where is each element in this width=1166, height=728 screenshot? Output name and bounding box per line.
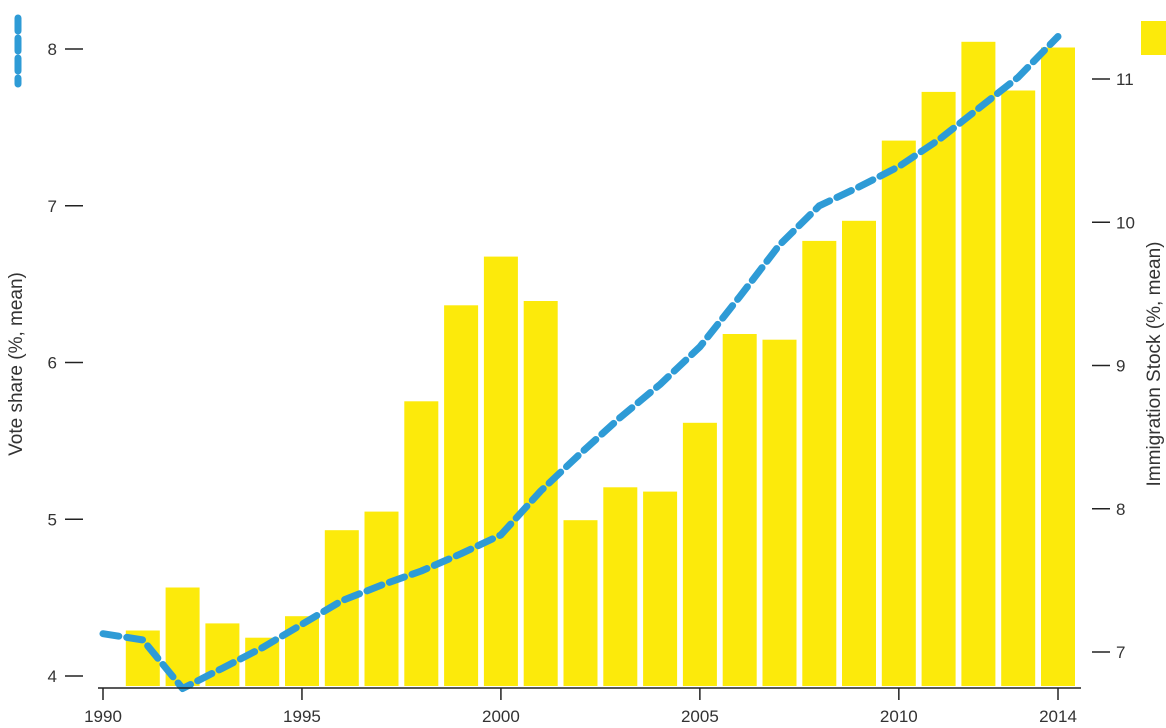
- y-tick-label: 4: [48, 667, 57, 686]
- bar: [643, 491, 678, 686]
- y2-tick-label: 7: [1116, 643, 1125, 662]
- bar: [682, 422, 717, 686]
- y-tick-label: 8: [48, 40, 57, 59]
- series-line: [99, 33, 1062, 692]
- x-tick-label: 1990: [84, 707, 122, 726]
- y2-tick-label: 11: [1116, 70, 1134, 89]
- x-tick-label: 2005: [681, 707, 719, 726]
- legend: [14, 14, 1166, 88]
- y-tick-label: 7: [48, 197, 57, 216]
- bar: [603, 487, 638, 686]
- y-axis-title: Vote share (%, mean): [6, 272, 27, 456]
- bar: [881, 140, 916, 687]
- y-tick-label: 6: [48, 354, 57, 373]
- axes: 1990 1995 2000 2005 2010 2014 4 5 6 7 8 7 8 9 10 11: [48, 40, 1135, 726]
- bar: [444, 305, 479, 686]
- x-tick-label: 2000: [482, 707, 520, 726]
- y2-tick-label: 8: [1116, 500, 1125, 519]
- bar: [961, 41, 996, 687]
- bar: [842, 220, 876, 687]
- line-series: [99, 33, 1062, 692]
- bar: [1001, 90, 1036, 686]
- bar: [921, 91, 956, 686]
- y2-axis-title: Immigration Stock (%, mean): [1144, 242, 1165, 487]
- y2-tick-label: 9: [1116, 357, 1125, 376]
- y-tick-label: 5: [48, 510, 57, 529]
- bar: [404, 401, 439, 686]
- x-tick-label: 1995: [283, 707, 321, 726]
- y2-tick-label: 10: [1116, 213, 1135, 232]
- x-tick-label: 2010: [880, 707, 918, 726]
- legend-bar-swatch: [1141, 21, 1166, 55]
- x-tick-label: 2014: [1039, 707, 1077, 726]
- bar: [1041, 47, 1075, 686]
- bar: [563, 520, 598, 686]
- bar: [483, 256, 518, 686]
- bar: [364, 511, 399, 686]
- bar-series: [125, 41, 1075, 687]
- bar: [802, 240, 837, 686]
- bar: [762, 339, 797, 686]
- bar: [722, 334, 757, 686]
